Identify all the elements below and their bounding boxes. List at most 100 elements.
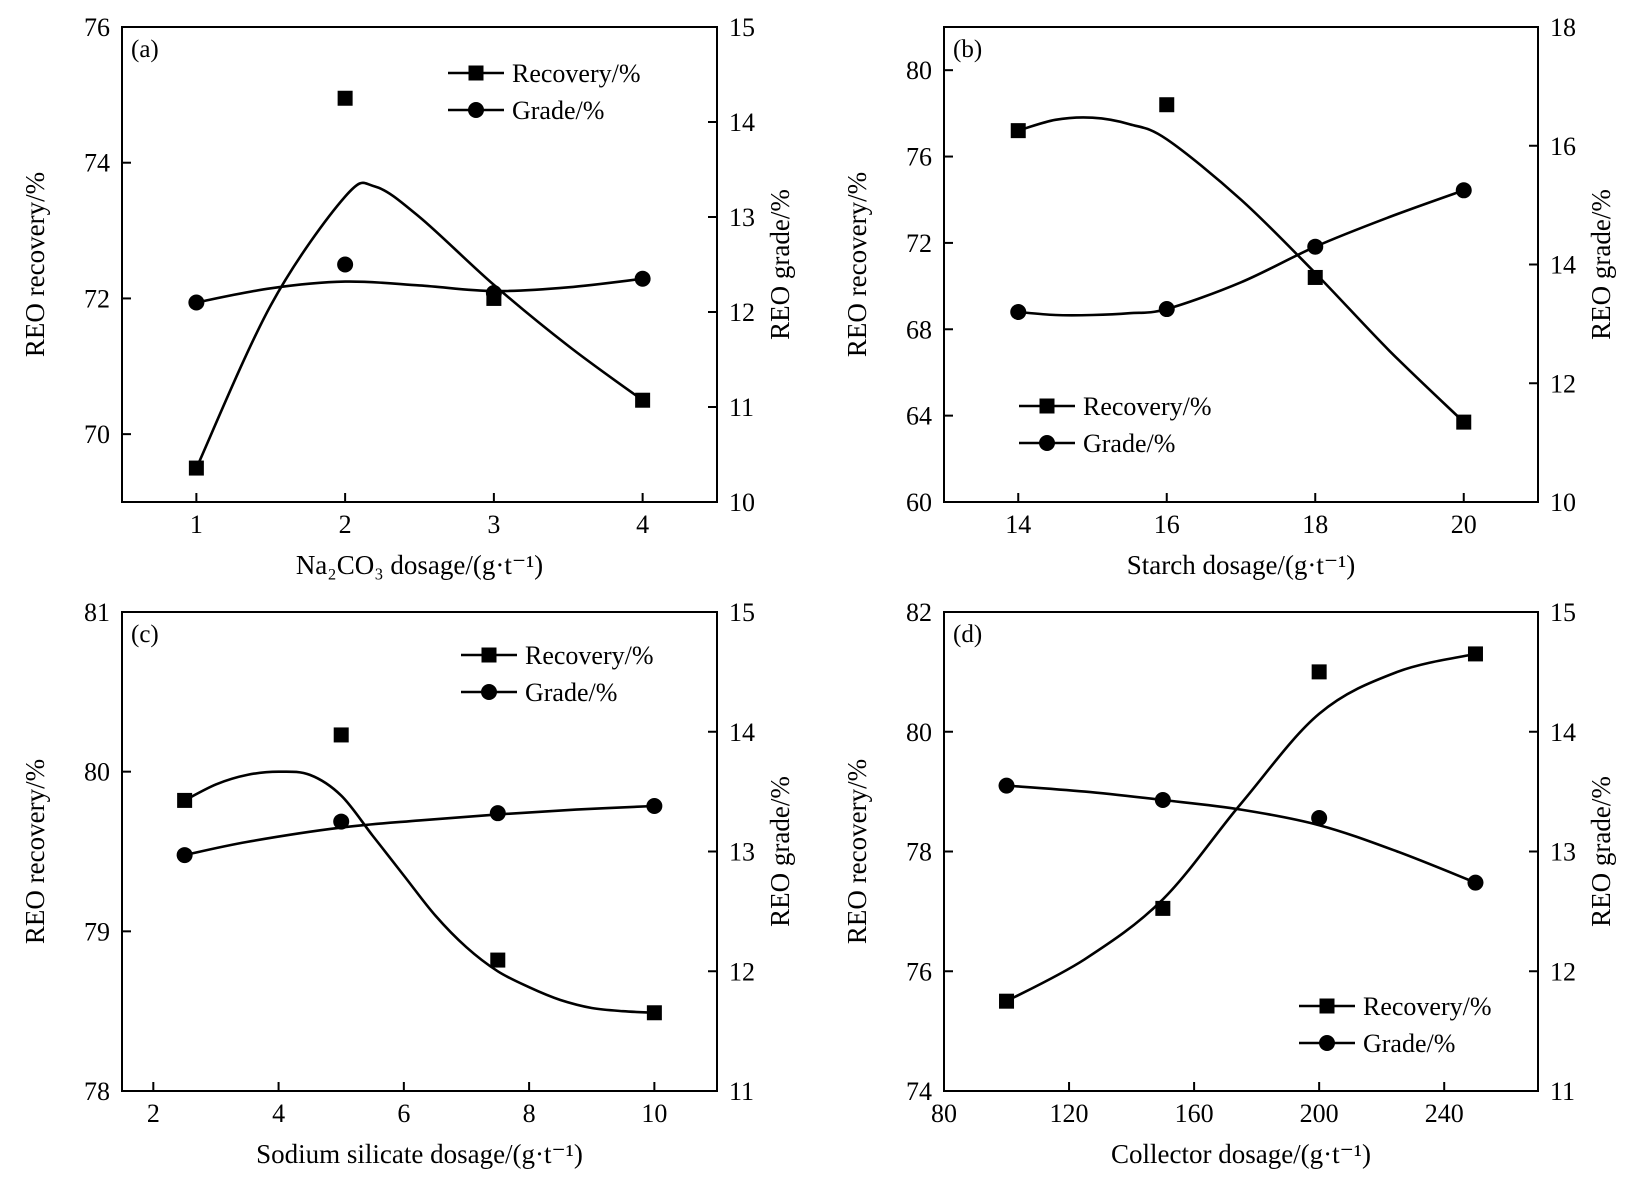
panel-label: (a) bbox=[131, 36, 159, 63]
legend-label: Grade/% bbox=[525, 678, 617, 707]
series-grade bbox=[1010, 182, 1472, 320]
data-point-square bbox=[646, 1005, 662, 1021]
y2-tick-label: 10 bbox=[729, 488, 755, 517]
y-tick-label: 72 bbox=[906, 229, 932, 258]
plot-frame bbox=[943, 26, 1539, 503]
fitted-curve bbox=[196, 277, 643, 304]
data-point-square bbox=[635, 392, 651, 408]
chart-panel-d: 80 120 160 200 240 74 76 78 80 82 11 12 13 14 15 Collec… bbox=[842, 598, 1616, 1169]
y2-tick-label: 14 bbox=[1550, 251, 1576, 280]
y2-tick-label: 16 bbox=[1550, 132, 1576, 161]
y-tick-label: 80 bbox=[906, 718, 932, 747]
y2-tick-label: 14 bbox=[1550, 718, 1576, 747]
x-tick-label: 20 bbox=[1451, 510, 1477, 539]
data-point-square bbox=[999, 993, 1015, 1009]
y-tick-label: 76 bbox=[906, 143, 932, 172]
data-point-circle bbox=[1455, 182, 1472, 199]
data-point-circle bbox=[1158, 301, 1175, 318]
legend-square-marker bbox=[1319, 998, 1335, 1014]
fitted-curve bbox=[1017, 116, 1465, 424]
legend-label: Grade/% bbox=[512, 96, 604, 125]
y2-tick-label: 10 bbox=[1550, 488, 1576, 517]
y-tick-label: 81 bbox=[84, 598, 110, 627]
y-axis-label: REO recovery/% bbox=[20, 759, 50, 944]
legend: Recovery/% Grade/% bbox=[461, 641, 654, 707]
x-axis-label: Collector dosage/(g·t⁻¹) bbox=[1111, 1139, 1371, 1169]
data-point-circle bbox=[1154, 792, 1171, 809]
data-point-square bbox=[1010, 123, 1026, 139]
data-point-circle bbox=[1307, 238, 1324, 255]
data-point-circle bbox=[634, 270, 651, 287]
legend: Recovery/% Grade/% bbox=[1299, 992, 1492, 1058]
y2-tick-label: 11 bbox=[1550, 1077, 1575, 1106]
data-point-square bbox=[490, 952, 506, 968]
x-tick-label: 4 bbox=[636, 510, 649, 539]
x-tick-label: 6 bbox=[397, 1099, 410, 1128]
panel-label: (d) bbox=[953, 621, 982, 648]
x-tick-label: 3 bbox=[487, 510, 500, 539]
y2-axis-label: REO grade/% bbox=[765, 189, 795, 340]
panel-label: (b) bbox=[953, 36, 982, 63]
legend-label: Grade/% bbox=[1083, 429, 1175, 458]
legend-circle-marker bbox=[1039, 435, 1055, 451]
y2-tick-label: 14 bbox=[729, 108, 755, 137]
y-tick-label: 70 bbox=[84, 420, 110, 449]
legend-square-marker bbox=[468, 65, 484, 81]
y-tick-label: 79 bbox=[84, 917, 110, 946]
x-tick-label: 18 bbox=[1302, 510, 1328, 539]
fitted-curve bbox=[1005, 652, 1476, 1003]
y-tick-label: 82 bbox=[906, 598, 932, 627]
y2-axis-label: REO grade/% bbox=[765, 776, 795, 927]
y2-tick-label: 12 bbox=[729, 298, 755, 327]
data-point-circle bbox=[1010, 304, 1027, 320]
data-point-square bbox=[1456, 414, 1472, 430]
y-tick-label: 74 bbox=[906, 1077, 932, 1106]
x-tick-label: 16 bbox=[1154, 510, 1180, 539]
x-tick-label: 160 bbox=[1175, 1099, 1214, 1128]
x-axis-label: Sodium silicate dosage/(g·t⁻¹) bbox=[256, 1139, 583, 1169]
y-tick-label: 74 bbox=[84, 149, 110, 178]
fitted-curve bbox=[1006, 784, 1476, 884]
fitted-curve bbox=[195, 181, 644, 469]
y-axis-label: REO recovery/% bbox=[842, 172, 872, 357]
y-tick-label: 76 bbox=[906, 957, 932, 986]
legend-label: Recovery/% bbox=[512, 59, 641, 88]
y-tick-label: 80 bbox=[84, 758, 110, 787]
y2-tick-label: 12 bbox=[1550, 369, 1576, 398]
x-tick-label: 240 bbox=[1425, 1099, 1464, 1128]
y2-axis-label: REO grade/% bbox=[1586, 776, 1616, 927]
y-tick-label: 80 bbox=[906, 56, 932, 85]
y2-tick-label: 15 bbox=[1550, 598, 1576, 627]
legend: Recovery/% Grade/% bbox=[448, 59, 641, 125]
x-tick-label: 80 bbox=[931, 1099, 957, 1128]
data-point-circle bbox=[485, 285, 502, 301]
chart-panel-c: 2 4 6 8 10 78 79 80 81 11 12 13 14 15 Sodium silicate … bbox=[20, 598, 795, 1169]
data-point-circle bbox=[333, 813, 350, 830]
data-point-circle bbox=[1467, 874, 1484, 891]
y2-tick-label: 12 bbox=[1550, 957, 1576, 986]
y2-tick-label: 14 bbox=[729, 718, 755, 747]
series-recovery bbox=[1010, 97, 1472, 430]
x-tick-label: 8 bbox=[523, 1099, 536, 1128]
legend-label: Recovery/% bbox=[1083, 392, 1212, 421]
legend-label: Grade/% bbox=[1363, 1029, 1455, 1058]
data-point-circle bbox=[998, 777, 1015, 794]
y2-tick-label: 11 bbox=[729, 393, 754, 422]
chart-panel-b: 14 16 18 20 60 64 68 72 76 80 10 12 14 16 18 Starch dos… bbox=[842, 13, 1616, 580]
legend-circle-marker bbox=[468, 102, 484, 118]
x-tick-label: 2 bbox=[147, 1099, 160, 1128]
series-grade bbox=[998, 777, 1484, 891]
data-point-circle bbox=[176, 847, 193, 864]
y-tick-label: 64 bbox=[906, 402, 932, 431]
y2-tick-label: 13 bbox=[729, 203, 755, 232]
x-tick-label: 10 bbox=[641, 1099, 667, 1128]
data-point-square bbox=[1467, 646, 1483, 662]
data-point-square bbox=[337, 90, 353, 106]
y2-tick-label: 15 bbox=[729, 598, 755, 627]
y2-tick-label: 18 bbox=[1550, 13, 1576, 42]
data-point-square bbox=[188, 460, 204, 476]
x-axis-label: Na₂CO₃ dosage/(g·t⁻¹) bbox=[296, 550, 543, 580]
series-recovery bbox=[177, 727, 662, 1021]
